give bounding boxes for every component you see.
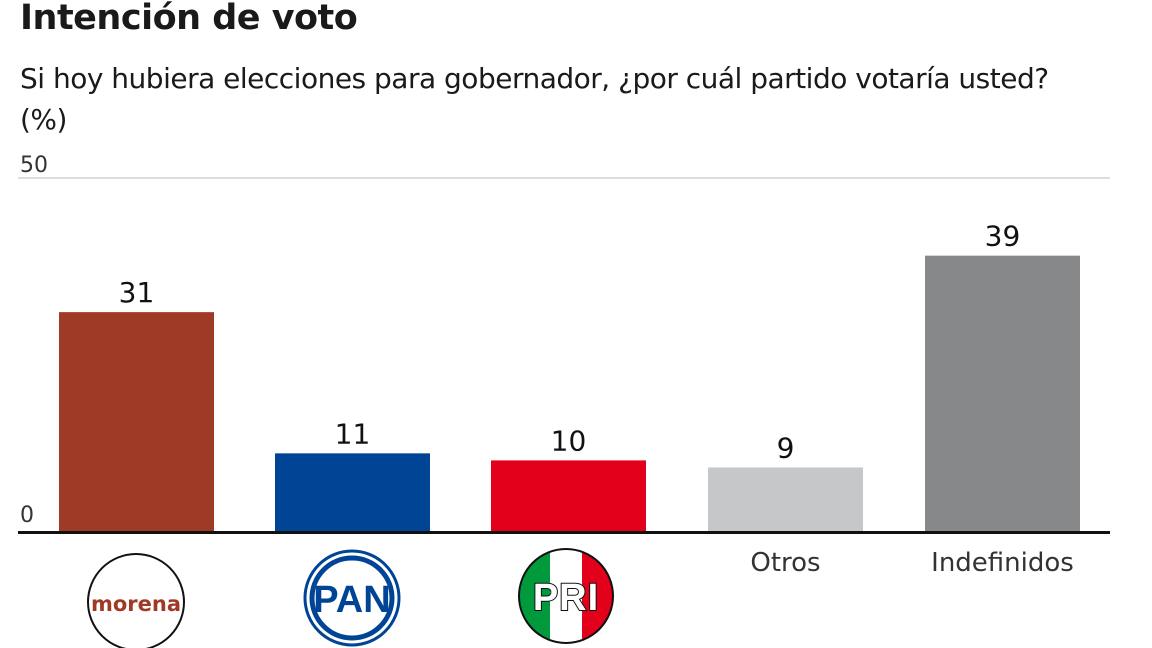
pri-logo-text: PRI (533, 577, 599, 619)
data-label-pan: 11 (335, 417, 371, 450)
morena-logo-text: morena (91, 592, 181, 616)
pan-logo: PAN (303, 549, 401, 647)
category-label-otros: Otros (750, 548, 820, 578)
y-tick-label-50: 50 (20, 153, 48, 178)
chart-title: Intención de voto (20, 0, 358, 38)
pri-logo: PRI (518, 548, 614, 644)
chart-subtitle: Si hoy hubiera elecciones para gobernado… (20, 62, 1049, 136)
category-label-indefinidos: Indefinidos (931, 548, 1074, 578)
data-label-indefinidos: 39 (985, 220, 1021, 253)
data-label-pri: 10 (551, 424, 587, 457)
bar-morena (59, 312, 214, 531)
bar-indefinidos (925, 255, 1080, 531)
morena-logo: morena (87, 553, 185, 648)
bar-pri (491, 460, 646, 531)
data-label-otros: 9 (777, 431, 795, 464)
y-tick-label-0: 0 (20, 503, 34, 528)
data-label-morena: 31 (119, 276, 155, 309)
bar-pan (275, 453, 430, 531)
pan-logo-text: PAN (313, 579, 390, 621)
bar-otros (708, 467, 863, 531)
